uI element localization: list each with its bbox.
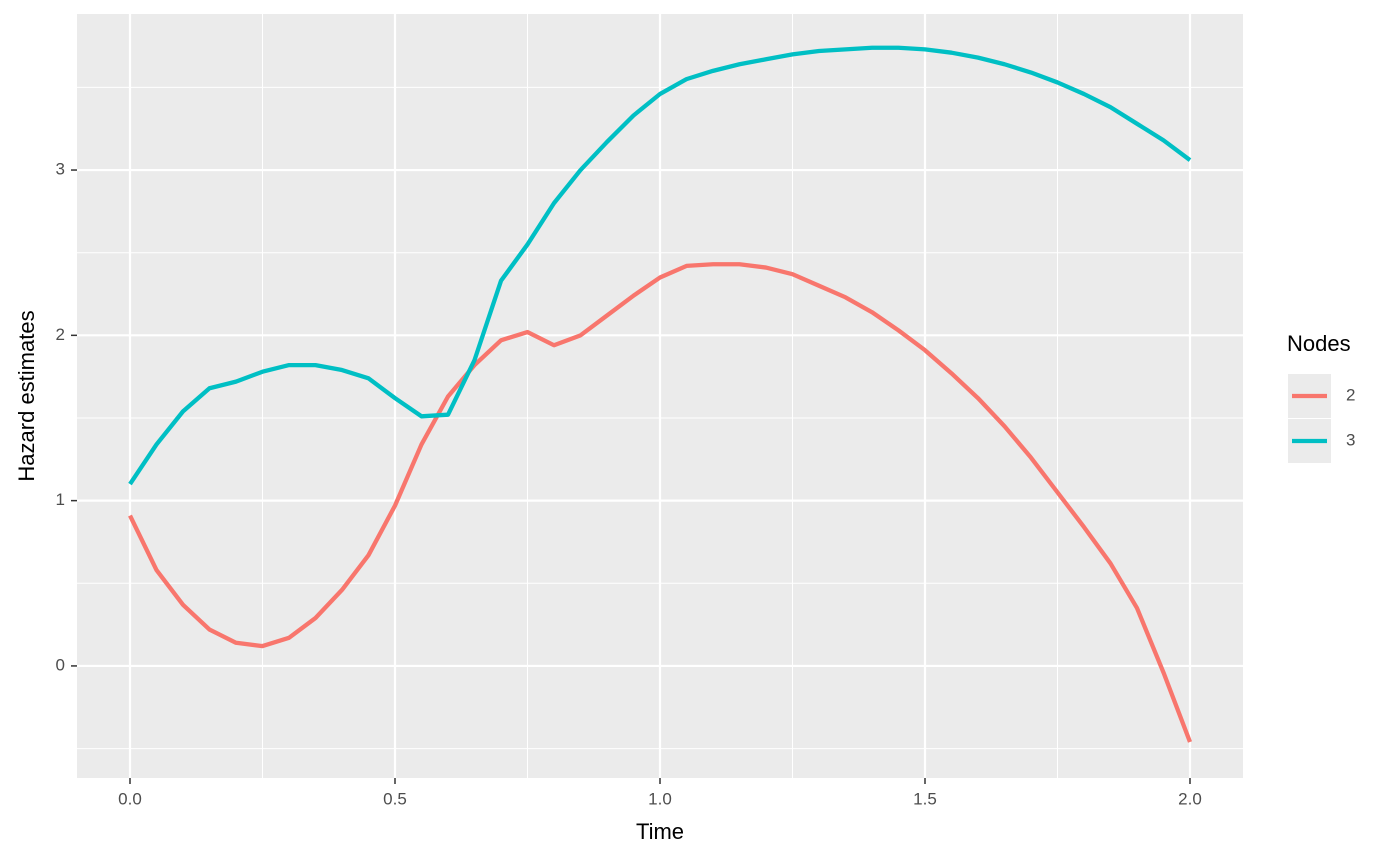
x-tick-label: 1.5 [913,789,937,808]
x-tick-label: 0.0 [118,789,142,808]
x-tick-label: 2.0 [1178,789,1202,808]
x-axis-title: Time [636,819,684,844]
x-tick-label: 1.0 [648,789,672,808]
legend-label: 3 [1346,430,1355,449]
y-tick-label: 3 [56,160,65,179]
legend-label: 2 [1346,385,1355,404]
y-axis-title: Hazard estimates [14,310,39,481]
x-tick-label: 0.5 [383,789,407,808]
y-tick-label: 0 [56,655,65,674]
y-tick-label: 1 [56,490,65,509]
series-line [128,45,1192,486]
legend-title: Nodes [1287,331,1351,356]
series-line [128,262,1193,743]
y-tick-label: 2 [56,325,65,344]
